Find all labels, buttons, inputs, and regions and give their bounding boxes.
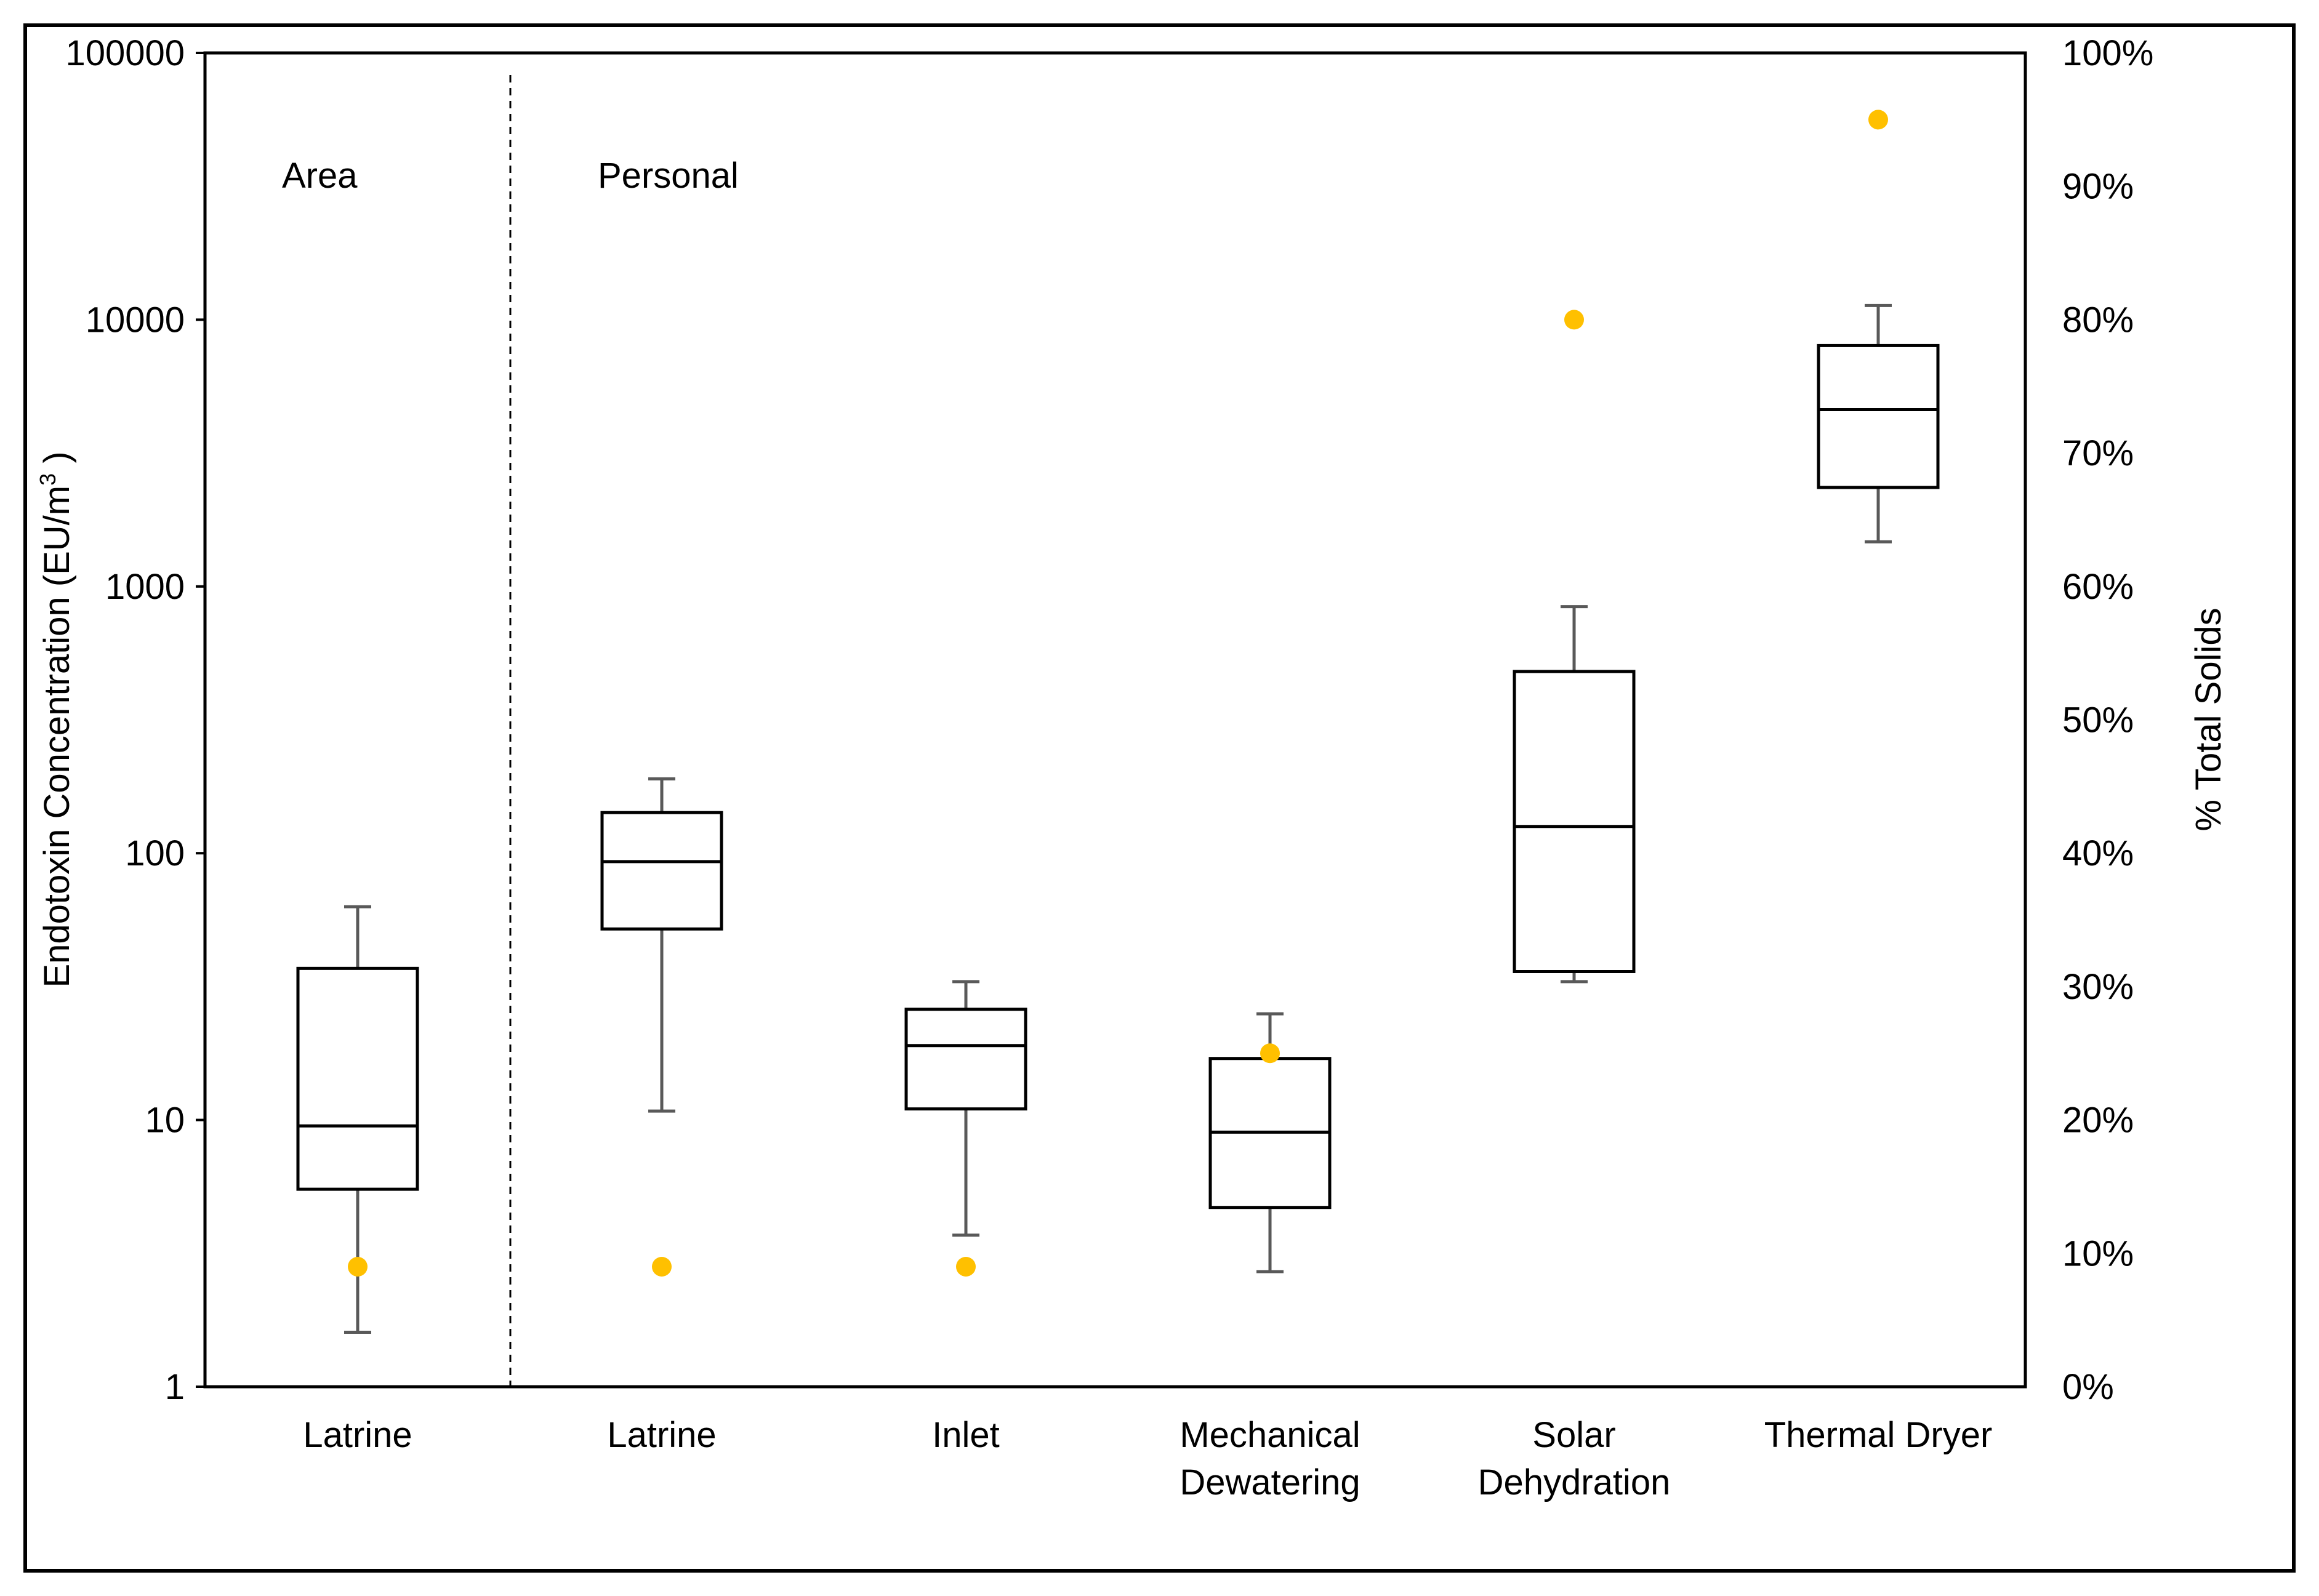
right-tick-label: 70% bbox=[2062, 433, 2134, 473]
total-solids-points bbox=[348, 110, 1888, 1277]
box-series bbox=[296, 303, 1940, 1334]
right-tick-label: 0% bbox=[2062, 1367, 2114, 1407]
y-axis-left-title: Endotoxin Concentration (EU/m3 ) bbox=[35, 451, 77, 987]
category-label: Latrine bbox=[303, 1415, 412, 1455]
category-label: Solar bbox=[1532, 1415, 1615, 1455]
category-labels: Latrine Latrine Inlet Mechanical Dewatering S… bbox=[303, 1415, 1992, 1502]
right-tick-label: 50% bbox=[2062, 700, 2134, 740]
category-label: Dehydration bbox=[1478, 1462, 1671, 1502]
region-label-personal: Personal bbox=[598, 156, 739, 196]
category-label: Latrine bbox=[607, 1415, 716, 1455]
box-group bbox=[600, 777, 723, 1113]
total-solids-point bbox=[1868, 110, 1888, 130]
iqr-box bbox=[600, 811, 723, 931]
category-label: Mechanical bbox=[1180, 1415, 1360, 1455]
box-group bbox=[904, 980, 1027, 1237]
left-tick-label: 10000 bbox=[86, 300, 185, 340]
left-tick-label: 100000 bbox=[65, 33, 185, 73]
box-group bbox=[1208, 1012, 1332, 1273]
category-label: Inlet bbox=[932, 1415, 1000, 1455]
total-solids-point bbox=[348, 1256, 368, 1277]
category-label: Dewatering bbox=[1180, 1462, 1360, 1502]
box-group bbox=[296, 905, 419, 1334]
total-solids-point bbox=[1260, 1043, 1280, 1064]
left-tick-label: 1000 bbox=[105, 567, 185, 607]
box-group bbox=[1513, 605, 1636, 984]
iqr-box bbox=[1817, 343, 1940, 489]
right-tick-label: 90% bbox=[2062, 167, 2134, 207]
right-tick-label: 80% bbox=[2062, 300, 2134, 340]
category-label: Thermal Dryer bbox=[1764, 1415, 1993, 1455]
right-axis-ticks: 0% 10% 20% 30% 40% 50% 60% 70% 80% 90% 100% bbox=[2062, 33, 2153, 1407]
iqr-box bbox=[904, 1008, 1027, 1111]
left-tick-label: 10 bbox=[145, 1101, 185, 1141]
outer-frame bbox=[23, 23, 2296, 1573]
right-tick-label: 40% bbox=[2062, 833, 2134, 873]
total-solids-point bbox=[1564, 310, 1584, 330]
right-tick-label: 20% bbox=[2062, 1101, 2134, 1141]
right-tick-label: 100% bbox=[2062, 33, 2153, 73]
left-tick-label: 100 bbox=[125, 833, 185, 873]
right-tick-label: 30% bbox=[2062, 967, 2134, 1007]
region-label-area: Area bbox=[282, 156, 358, 196]
total-solids-point bbox=[652, 1256, 672, 1277]
left-tick-label: 1 bbox=[165, 1367, 185, 1407]
iqr-box bbox=[296, 966, 419, 1191]
plot-area bbox=[203, 51, 2027, 1389]
box-group bbox=[1817, 303, 1940, 543]
iqr-box bbox=[1513, 670, 1636, 973]
right-tick-label: 60% bbox=[2062, 567, 2134, 607]
total-solids-point bbox=[956, 1256, 976, 1277]
left-axis-ticks: 1 10 100 1000 10000 100000 bbox=[65, 33, 205, 1407]
right-tick-label: 10% bbox=[2062, 1233, 2134, 1273]
y-axis-right-title: % Total Solids bbox=[2188, 608, 2229, 831]
